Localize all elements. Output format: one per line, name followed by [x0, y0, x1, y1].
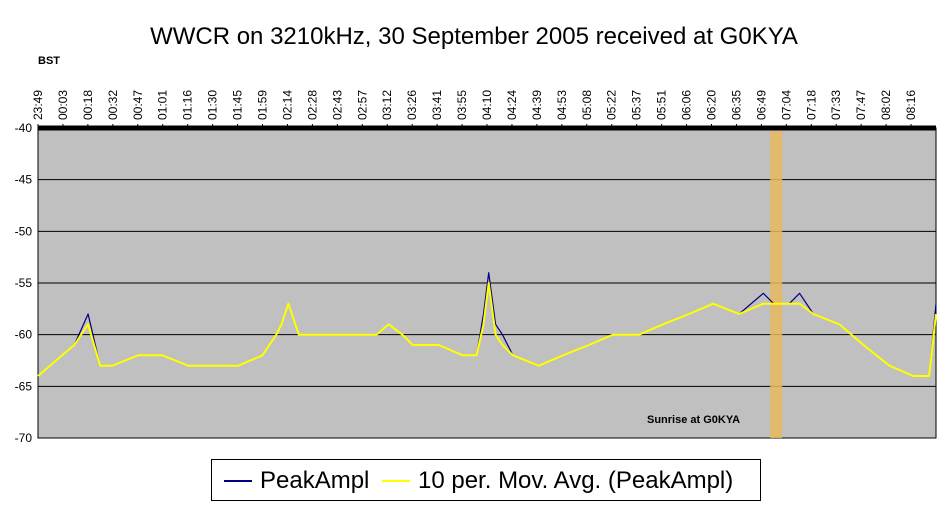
- x-tick-label: 05:51: [655, 90, 669, 120]
- x-tick-label: 08:16: [904, 90, 918, 120]
- x-tick-label: 23:49: [31, 90, 45, 120]
- legend-label-peakampl: PeakAmpl: [260, 467, 370, 494]
- x-tick-label: 02:14: [280, 90, 294, 120]
- x-tick-label: 04:24: [505, 90, 519, 120]
- series-layer: [37, 272, 937, 377]
- x-tick-label: 02:57: [355, 90, 369, 120]
- x-tick-label: 04:39: [530, 90, 544, 120]
- x-tick-label: 02:28: [305, 90, 319, 120]
- y-tick-label: -65: [15, 379, 33, 393]
- x-tick-label: 07:33: [829, 90, 843, 120]
- x-tick-label: 01:01: [156, 90, 170, 120]
- x-tick-label: 03:55: [455, 90, 469, 120]
- x-tick-label: 06:35: [729, 90, 743, 120]
- x-tick-label: 00:03: [56, 90, 70, 120]
- x-tick-label: 00:47: [131, 90, 145, 120]
- sunrise-band: [770, 131, 783, 438]
- x-tick-label: 01:16: [181, 90, 195, 120]
- legend-swatch-moving-average: [382, 480, 410, 482]
- x-tick-label: 00:32: [106, 90, 120, 120]
- y-axis-ticks: -40 -45 -50 -55 -60 -65 -70: [15, 121, 33, 445]
- x-tick-label: 05:22: [605, 90, 619, 120]
- x-tick-label: 01:45: [231, 90, 245, 120]
- x-tick-label: 01:30: [206, 90, 220, 120]
- y-tick-label: -40: [15, 121, 33, 135]
- y-tick-label: -45: [15, 173, 33, 187]
- y-tick-label: -55: [15, 276, 33, 290]
- x-tick-label: 04:53: [555, 90, 569, 120]
- legend: PeakAmpl 10 per. Mov. Avg. (PeakAmpl): [211, 459, 761, 501]
- legend-item-moving-average: 10 per. Mov. Avg. (PeakAmpl): [382, 467, 734, 494]
- x-tick-label: 03:26: [405, 90, 419, 120]
- x-tick-label: 01:59: [256, 90, 270, 120]
- legend-swatch-peakampl: [224, 480, 252, 482]
- chart-title: WWCR on 3210kHz, 30 September 2005 recei…: [150, 23, 798, 50]
- x-tick-label: 07:04: [779, 90, 793, 120]
- x-tick-label: 02:43: [330, 90, 344, 120]
- y-tick-label: -60: [15, 328, 33, 342]
- x-tick-label: 07:18: [804, 90, 818, 120]
- x-axis-label: BST: [38, 55, 60, 67]
- legend-label-moving-average: 10 per. Mov. Avg. (PeakAmpl): [418, 467, 734, 494]
- x-tick-label: 04:10: [480, 90, 494, 120]
- x-tick-label: 07:47: [854, 90, 868, 120]
- y-tick-label: -50: [15, 224, 33, 238]
- y-tick-label: -70: [15, 431, 33, 445]
- x-tick-label: 00:18: [81, 90, 95, 120]
- x-tick-label: 05:37: [630, 90, 644, 120]
- x-tick-label: 06:20: [705, 90, 719, 120]
- x-tick-label: 05:08: [580, 90, 594, 120]
- sunrise-annotation: Sunrise at G0KYA: [647, 414, 740, 426]
- x-axis-ticks: 23:49 00:03 00:18 00:32 00:47 01:01 01:16 01:30…: [31, 90, 918, 128]
- x-tick-label: 08:02: [879, 90, 893, 120]
- x-tick-label: 06:49: [754, 90, 768, 120]
- x-tick-label: 03:41: [430, 90, 444, 120]
- legend-item-peakampl: PeakAmpl: [224, 467, 370, 494]
- series-line-moving-average: [37, 282, 937, 377]
- x-tick-label: 03:12: [380, 90, 394, 120]
- x-tick-label: 06:06: [680, 90, 694, 120]
